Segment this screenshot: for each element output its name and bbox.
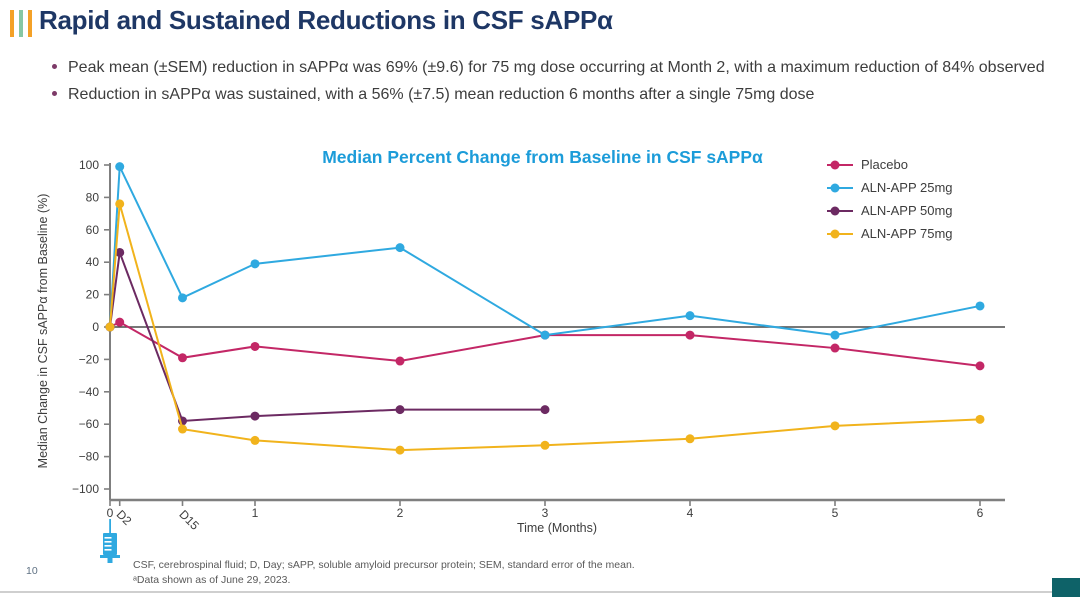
x-tick-label: 0 (107, 506, 114, 520)
y-tick-label: −100 (72, 482, 99, 496)
data-point (830, 343, 840, 353)
legend-label: ALN-APP 75mg (861, 226, 953, 241)
x-tick-label: D2 (114, 507, 135, 528)
legend-swatch-icon (827, 183, 853, 192)
data-point (395, 243, 405, 253)
data-point (250, 341, 260, 351)
data-point (115, 317, 125, 327)
chart-legend: Placebo ALN-APP 25mg ALN-APP 50mg ALN-APP 7… (827, 153, 953, 245)
data-point (685, 434, 695, 444)
data-point (178, 424, 187, 434)
bullet-text: Peak mean (±SEM) reduction in sAPPα was … (68, 59, 1045, 76)
accent-bars-icon (10, 10, 32, 37)
bullet-dot-icon (52, 64, 57, 69)
corner-accent (1052, 578, 1080, 597)
y-tick-label: 100 (79, 158, 99, 172)
legend-label: ALN-APP 50mg (861, 203, 953, 218)
legend-swatch-icon (827, 160, 853, 169)
bullet-item: Reduction in sAPPα was sustained, with a… (46, 83, 1051, 106)
bullet-text: Reduction in sAPPα was sustained, with a… (68, 86, 815, 104)
legend-item-aln-app-75mg: ALN-APP 75mg (827, 222, 953, 245)
data-point (395, 405, 405, 415)
data-point (105, 322, 115, 332)
y-axis-label: Median Change in CSF sAPPα from Baseline… (36, 194, 50, 469)
chart-title: Median Percent Change from Baseline in C… (322, 147, 763, 167)
x-tick-label: 5 (832, 506, 839, 520)
x-tick-label: 1 (252, 506, 259, 520)
y-tick-label: −40 (79, 385, 100, 399)
data-point (540, 440, 550, 450)
legend-item-aln-app-50mg: ALN-APP 50mg (827, 199, 953, 222)
slide-header: Rapid and Sustained Reductions in CSF sA… (10, 5, 613, 37)
x-tick-label: 4 (687, 506, 694, 520)
bullet-list: Peak mean (±SEM) reduction in sAPPα was … (46, 56, 1051, 110)
data-point (250, 259, 260, 269)
data-point (975, 361, 985, 371)
data-point (685, 311, 695, 321)
data-point (178, 293, 187, 303)
x-axis-label: Time (Months) (517, 521, 597, 535)
data-point (178, 353, 187, 363)
legend-item-placebo: Placebo (827, 153, 953, 176)
y-tick-label: 40 (86, 255, 100, 269)
slide-title: Rapid and Sustained Reductions in CSF sA… (39, 5, 613, 35)
page-number: 10 (26, 565, 38, 577)
bullet-dot-icon (52, 91, 57, 97)
footnotes: CSF, cerebrospinal fluid; D, Day; sAPP, … (133, 558, 635, 588)
y-tick-label: −20 (79, 352, 100, 366)
legend-label: ALN-APP 25mg (861, 180, 953, 195)
data-point (115, 199, 125, 209)
x-tick-label: 6 (977, 506, 984, 520)
y-tick-label: −80 (79, 450, 100, 464)
data-point (975, 414, 985, 424)
data-point (830, 330, 840, 340)
x-tick-label: 3 (542, 506, 549, 520)
data-point (115, 247, 125, 257)
legend-label: Placebo (861, 157, 908, 172)
bullet-item: Peak mean (±SEM) reduction in sAPPα was … (46, 56, 1051, 79)
accent-bar-icon (19, 10, 23, 37)
data-point (250, 435, 260, 445)
data-point (830, 421, 840, 431)
x-tick-label: 2 (397, 506, 404, 520)
footnote-abbreviations: CSF, cerebrospinal fluid; D, Day; sAPP, … (133, 559, 635, 571)
legend-swatch-icon (827, 206, 853, 215)
data-point (540, 405, 550, 415)
data-point (685, 330, 695, 340)
series-line-placebo (109, 321, 981, 367)
y-tick-label: 0 (92, 320, 99, 334)
bottom-divider (0, 591, 1080, 593)
data-point (250, 411, 260, 421)
data-point (115, 162, 125, 172)
y-tick-label: −60 (79, 417, 100, 431)
syringe-icon (100, 519, 120, 563)
y-tick-label: 80 (86, 190, 100, 204)
x-tick-label: D15 (176, 507, 202, 533)
series-line-aln-app-50mg (109, 252, 545, 423)
y-tick-label: 20 (86, 288, 100, 302)
legend-item-aln-app-25mg: ALN-APP 25mg (827, 176, 953, 199)
data-point (395, 445, 405, 455)
footnote-data-date: ᵃData shown as of June 29, 2023. (133, 574, 291, 586)
y-tick-label: 60 (86, 223, 100, 237)
accent-bar-icon (28, 10, 32, 37)
data-point (975, 301, 985, 311)
accent-bar-icon (10, 10, 14, 37)
data-point (540, 330, 550, 340)
legend-swatch-icon (827, 229, 853, 238)
data-point (395, 356, 405, 366)
